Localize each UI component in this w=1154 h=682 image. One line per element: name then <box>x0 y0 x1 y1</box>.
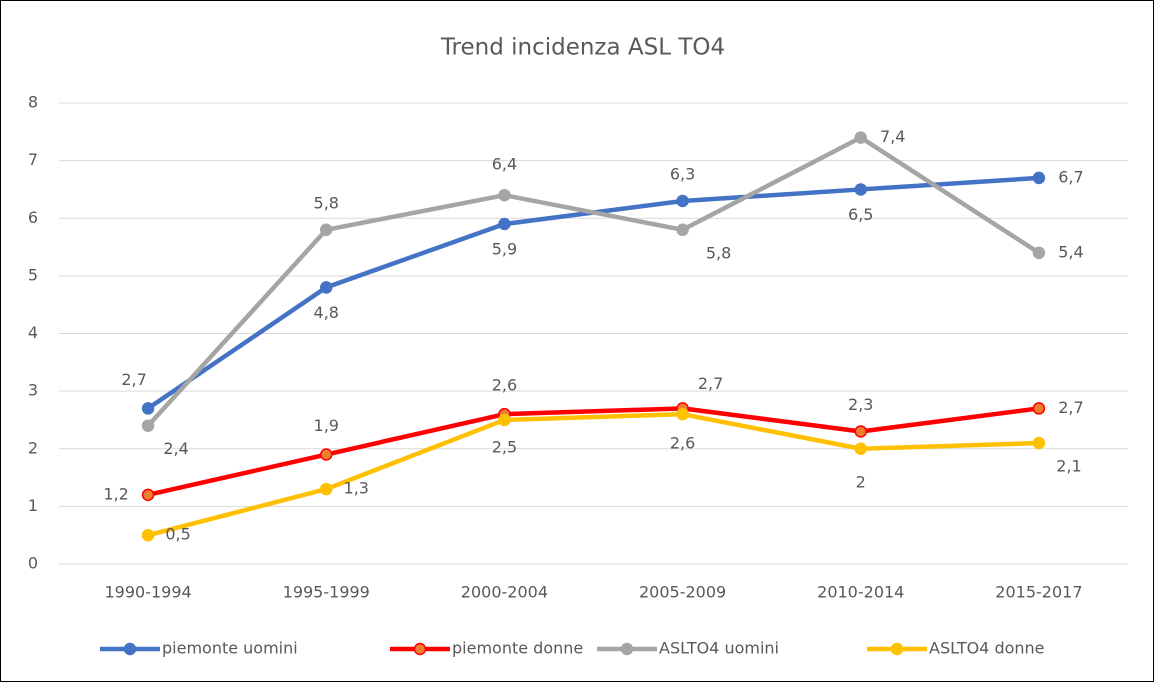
data-point <box>498 413 511 427</box>
data-label: 1,9 <box>314 416 339 435</box>
data-label: 2,3 <box>848 395 873 414</box>
data-label: 0,5 <box>165 525 190 544</box>
legend-marker <box>413 642 427 656</box>
data-point <box>320 482 333 496</box>
data-point <box>141 528 155 542</box>
y-tick-label: 7 <box>28 150 38 169</box>
data-label: 2,6 <box>670 434 695 453</box>
y-tick-label: 3 <box>28 381 38 400</box>
series-line <box>147 406 1040 498</box>
data-label: 2,6 <box>492 376 517 395</box>
data-point <box>676 194 689 208</box>
data-label: 4,8 <box>314 303 339 322</box>
chart-title: Trend incidenza ASL TO4 <box>440 35 725 61</box>
y-tick-label: 0 <box>28 554 38 573</box>
data-point <box>498 188 511 202</box>
data-point <box>854 183 867 196</box>
data-label: 6,4 <box>492 155 517 174</box>
data-point <box>498 217 511 231</box>
data-point <box>320 223 333 237</box>
data-label: 2,7 <box>1058 398 1083 417</box>
data-point <box>854 131 867 144</box>
legend-label: piemonte donne <box>452 639 583 658</box>
data-point <box>854 442 867 455</box>
legend-marker <box>123 642 137 656</box>
legend-marker <box>620 642 634 656</box>
data-point <box>320 448 333 461</box>
series-line <box>146 135 1041 428</box>
y-tick-label: 2 <box>28 438 38 457</box>
y-tick-label: 1 <box>28 496 38 515</box>
y-tick-label: 4 <box>28 323 38 342</box>
x-tick-label: 2010-2014 <box>817 583 904 602</box>
data-point <box>1032 402 1046 415</box>
data-label: 5,4 <box>1058 242 1083 261</box>
x-tick-label: 2000-2004 <box>461 583 548 602</box>
data-point <box>1032 171 1046 185</box>
data-label: 6,3 <box>670 164 695 183</box>
x-tick-label: 1990-1994 <box>104 583 191 602</box>
data-label: 5,8 <box>706 243 731 262</box>
data-label: 2,7 <box>698 374 723 393</box>
data-label: 7,4 <box>880 127 905 146</box>
data-point <box>141 419 155 432</box>
data-point <box>676 407 689 421</box>
y-tick-label: 8 <box>28 93 38 112</box>
x-tick-label: 2005-2009 <box>639 583 726 602</box>
data-label: 2,4 <box>163 439 188 458</box>
x-tick-label: 1995-1999 <box>283 583 370 602</box>
data-label: 2,5 <box>492 437 517 456</box>
series-line <box>147 411 1039 538</box>
data-label: 5,9 <box>492 240 517 259</box>
data-point <box>1032 436 1046 450</box>
data-label: 2,1 <box>1056 456 1081 475</box>
legend-label: ASLTO4 uomini <box>659 639 779 658</box>
data-label: 2 <box>856 472 866 491</box>
data-label: 6,5 <box>848 205 873 224</box>
legend-label: piemonte uomini <box>162 639 298 658</box>
data-point <box>141 488 155 502</box>
y-tick-label: 5 <box>28 265 38 284</box>
data-label: 1,3 <box>344 479 369 498</box>
y-tick-label: 6 <box>28 208 38 227</box>
data-point <box>854 425 867 438</box>
data-point <box>1032 246 1046 260</box>
data-point <box>141 402 155 415</box>
legend-marker <box>890 642 904 656</box>
data-label: 5,8 <box>314 193 339 212</box>
data-label: 6,7 <box>1058 167 1083 186</box>
legend-label: ASLTO4 donne <box>929 639 1045 658</box>
data-label: 1,2 <box>103 484 128 503</box>
data-point <box>320 281 333 294</box>
x-tick-label: 2015-2017 <box>995 583 1082 602</box>
data-point <box>676 223 689 237</box>
data-label: 2,7 <box>121 370 146 389</box>
